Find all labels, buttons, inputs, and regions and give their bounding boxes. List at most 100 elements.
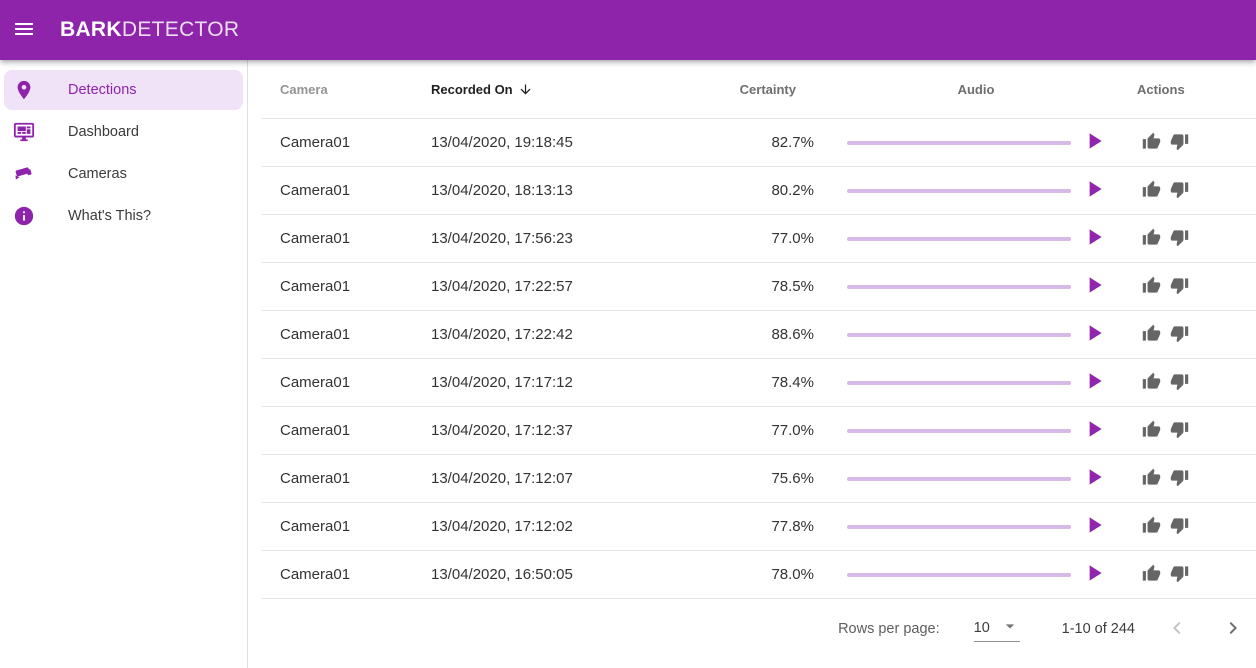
- audio-progress-bar[interactable]: [847, 428, 1071, 433]
- detections-table: Camera Recorded On Certainty Audio Actio…: [248, 60, 1256, 668]
- actions-cell: [1110, 273, 1256, 301]
- recorded-on-cell: 13/04/2020, 17:22:42: [431, 326, 573, 343]
- thumb-down-button[interactable]: [1165, 417, 1193, 445]
- table-row: Camera01 13/04/2020, 16:50:05 78.0%: [262, 551, 1256, 599]
- sidebar-item-whats-this[interactable]: What's This?: [4, 196, 243, 236]
- play-icon: [1081, 176, 1107, 205]
- camera-cell: Camera01: [280, 518, 351, 535]
- recorded-on-cell: 13/04/2020, 17:12:07: [431, 470, 573, 487]
- certainty-cell: 77.8%: [771, 518, 814, 535]
- rows-per-page-label: Rows per page:: [838, 621, 940, 637]
- audio-progress-bar[interactable]: [847, 476, 1071, 481]
- play-icon: [1081, 128, 1107, 157]
- hamburger-menu-button[interactable]: [4, 10, 44, 50]
- thumb-up-button[interactable]: [1137, 321, 1165, 349]
- thumb-down-button[interactable]: [1165, 465, 1193, 493]
- thumb-down-button[interactable]: [1165, 177, 1193, 205]
- arrow-dropdown-icon: [1000, 616, 1020, 640]
- audio-cell: [814, 562, 1110, 588]
- column-header-certainty: Certainty: [739, 81, 796, 97]
- thumb-down-button[interactable]: [1165, 321, 1193, 349]
- play-button[interactable]: [1081, 370, 1107, 396]
- sidebar-item-cameras[interactable]: Cameras: [4, 154, 243, 194]
- play-button[interactable]: [1081, 130, 1107, 156]
- audio-progress-bar[interactable]: [847, 284, 1071, 289]
- sidebar-item-detections[interactable]: Detections: [4, 70, 243, 110]
- recorded-on-cell: 13/04/2020, 17:22:57: [431, 278, 573, 295]
- table-row: Camera01 13/04/2020, 17:12:37 77.0%: [262, 407, 1256, 455]
- thumb-up-button[interactable]: [1137, 417, 1165, 445]
- audio-cell: [814, 130, 1110, 156]
- play-icon: [1081, 416, 1107, 445]
- thumb-down-button[interactable]: [1165, 273, 1193, 301]
- thumb-down-button[interactable]: [1165, 513, 1193, 541]
- play-button[interactable]: [1081, 514, 1107, 540]
- audio-cell: [814, 274, 1110, 300]
- table-header-row: Camera Recorded On Certainty Audio Actio…: [262, 60, 1256, 119]
- sidebar: Detections Dashboard Cameras: [0, 60, 248, 668]
- rows-per-page-value: 10: [973, 619, 990, 636]
- camera-cell: Camera01: [280, 566, 351, 583]
- play-icon: [1081, 464, 1107, 493]
- audio-progress-bar[interactable]: [847, 332, 1071, 337]
- thumb-up-button[interactable]: [1137, 465, 1165, 493]
- audio-progress-bar[interactable]: [847, 572, 1071, 577]
- audio-progress-bar[interactable]: [847, 524, 1071, 529]
- play-button[interactable]: [1081, 322, 1107, 348]
- column-header-recorded-on[interactable]: Recorded On: [431, 82, 671, 97]
- certainty-cell: 82.7%: [771, 134, 814, 151]
- app-title-bold: BARK: [60, 18, 122, 41]
- play-icon: [1081, 272, 1107, 301]
- actions-cell: [1110, 417, 1256, 445]
- thumb-up-icon: [1142, 324, 1161, 346]
- audio-progress-bar[interactable]: [847, 236, 1071, 241]
- thumb-up-button[interactable]: [1137, 129, 1165, 157]
- play-button[interactable]: [1081, 178, 1107, 204]
- thumb-down-button[interactable]: [1165, 225, 1193, 253]
- thumb-up-button[interactable]: [1137, 225, 1165, 253]
- audio-progress-bar[interactable]: [847, 140, 1071, 145]
- thumb-down-button[interactable]: [1165, 129, 1193, 157]
- sidebar-item-label: Detections: [68, 82, 137, 98]
- thumb-up-button[interactable]: [1137, 273, 1165, 301]
- column-header-actions: Actions: [1137, 81, 1185, 97]
- next-page-button[interactable]: [1219, 615, 1247, 643]
- certainty-cell: 78.4%: [771, 374, 814, 391]
- thumb-up-button[interactable]: [1137, 369, 1165, 397]
- thumb-up-button[interactable]: [1137, 177, 1165, 205]
- play-button[interactable]: [1081, 418, 1107, 444]
- thumb-down-icon: [1170, 132, 1189, 154]
- rows-per-page-select[interactable]: 10: [973, 616, 1020, 642]
- play-icon: [1081, 224, 1107, 253]
- camera-cell: Camera01: [280, 470, 351, 487]
- thumb-down-button[interactable]: [1165, 369, 1193, 397]
- play-button[interactable]: [1081, 562, 1107, 588]
- thumb-down-button[interactable]: [1165, 561, 1193, 589]
- chevron-left-icon: [1165, 616, 1189, 643]
- thumb-down-icon: [1170, 324, 1189, 346]
- pagination-bar: Rows per page: 10 1-10 of 244: [262, 599, 1256, 659]
- app-bar: BARKDETECTOR: [0, 0, 1256, 60]
- actions-cell: [1110, 465, 1256, 493]
- play-button[interactable]: [1081, 274, 1107, 300]
- audio-progress-bar[interactable]: [847, 188, 1071, 193]
- thumb-up-button[interactable]: [1137, 513, 1165, 541]
- recorded-on-cell: 13/04/2020, 16:50:05: [431, 566, 573, 583]
- audio-progress-bar[interactable]: [847, 380, 1071, 385]
- table-row: Camera01 13/04/2020, 18:13:13 80.2%: [262, 167, 1256, 215]
- thumb-up-button[interactable]: [1137, 561, 1165, 589]
- audio-cell: [814, 466, 1110, 492]
- audio-cell: [814, 322, 1110, 348]
- thumb-up-icon: [1142, 564, 1161, 586]
- sidebar-item-label: Cameras: [68, 166, 127, 182]
- actions-cell: [1110, 321, 1256, 349]
- table-row: Camera01 13/04/2020, 19:18:45 82.7%: [262, 119, 1256, 167]
- play-button[interactable]: [1081, 466, 1107, 492]
- previous-page-button[interactable]: [1163, 615, 1191, 643]
- play-button[interactable]: [1081, 226, 1107, 252]
- certainty-cell: 88.6%: [771, 326, 814, 343]
- camera-cell: Camera01: [280, 230, 351, 247]
- sidebar-item-dashboard[interactable]: Dashboard: [4, 112, 243, 152]
- recorded-on-cell: 13/04/2020, 17:12:02: [431, 518, 573, 535]
- app-title-light: DETECTOR: [121, 18, 240, 41]
